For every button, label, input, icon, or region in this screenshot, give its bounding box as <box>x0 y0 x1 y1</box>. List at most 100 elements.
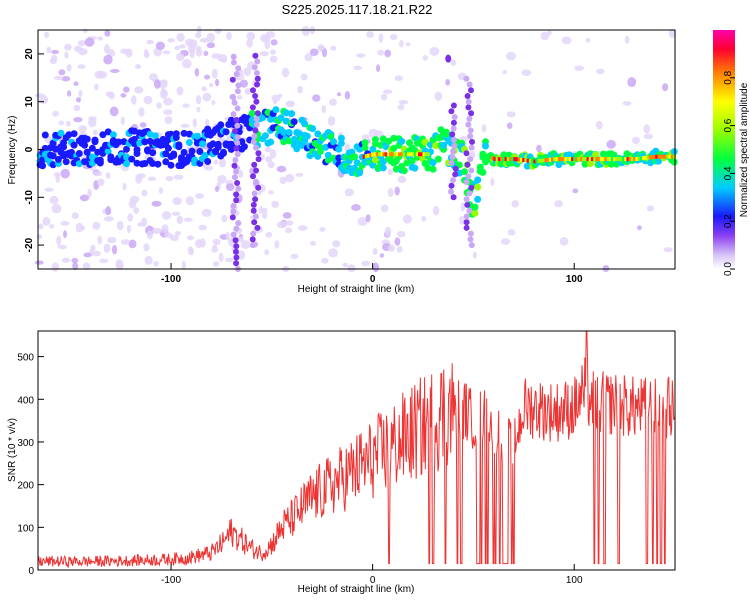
heatmap-noise-cell <box>194 68 200 77</box>
heatmap-core-cell <box>566 157 570 162</box>
heatmap-noise-cell <box>368 128 379 139</box>
heatmap-ridge-cell <box>406 139 413 147</box>
heatmap-y-label: Frequency (Hz) <box>7 116 18 185</box>
heatmap-noise-cell <box>622 101 632 106</box>
heatmap-noise-cell <box>282 212 292 219</box>
heatmap-streak-cell <box>230 53 237 60</box>
heatmap-ridge-cell <box>592 151 600 159</box>
heatmap-ridge-cell <box>49 152 57 160</box>
heatmap-noise-cell <box>186 235 195 241</box>
heatmap-noise-cell <box>328 248 338 258</box>
heatmap-noise-cell <box>213 159 219 165</box>
heatmap-noise-cell <box>135 64 142 70</box>
snr-x-tick-label: -100 <box>161 575 181 586</box>
heatmap-ridge-cell <box>185 139 193 146</box>
heatmap-ridge-cell <box>128 155 136 163</box>
heatmap-noise-cell <box>61 257 71 263</box>
heatmap-noise-cell <box>49 58 57 65</box>
heatmap-noise-cell <box>225 231 230 241</box>
snr-y-tick-label: 200 <box>17 481 34 492</box>
heatmap-streak-cell <box>452 171 459 178</box>
heatmap-ridge-cell <box>330 138 337 145</box>
heatmap-core-cell <box>590 157 594 162</box>
heatmap-core-cell <box>371 152 375 157</box>
heatmap-noise-cell <box>141 189 148 197</box>
heatmap-streak-cell <box>450 125 457 132</box>
heatmap-core-cell <box>595 157 599 162</box>
heatmap-noise-cell <box>64 43 72 51</box>
heatmap-noise-cell <box>163 109 173 115</box>
heatmap-noise-cell <box>290 253 299 259</box>
heatmap-noise-cell <box>56 235 62 246</box>
heatmap-ridge-cell <box>356 169 364 177</box>
heatmap-ridge-cell <box>421 138 429 146</box>
heatmap-ridge-cell <box>369 161 377 169</box>
heatmap-core-cell <box>586 157 590 162</box>
heatmap-ridge-cell <box>209 140 217 148</box>
heatmap-noise-cell <box>146 230 153 240</box>
heatmap-streak-cell <box>234 139 241 146</box>
heatmap-noise-cell <box>137 222 146 227</box>
heatmap-core-cell <box>500 157 503 162</box>
heatmap-streak-cell <box>234 105 241 112</box>
heatmap-core-cell <box>573 157 577 162</box>
heatmap-noise-cell <box>61 76 71 82</box>
snr-x-label: Height of straight line (km) <box>298 584 415 595</box>
heatmap-streak-cell <box>233 260 240 267</box>
heatmap-noise-cell <box>73 117 83 123</box>
heatmap-noise-cell <box>332 240 341 248</box>
heatmap-ridge-cell <box>261 132 269 140</box>
heatmap-noise-cell <box>300 73 308 81</box>
heatmap-streak-cell <box>250 87 256 94</box>
heatmap-ridge-cell <box>167 161 175 169</box>
heatmap-noise-cell <box>144 255 153 265</box>
heatmap-core-cell <box>413 152 417 157</box>
heatmap-noise-cell <box>236 95 243 100</box>
heatmap-noise-cell <box>153 261 159 267</box>
heatmap-noise-cell <box>434 91 443 101</box>
heatmap-core-cell <box>619 157 623 162</box>
heatmap-core-cell <box>367 153 370 158</box>
heatmap-noise-cell <box>276 221 287 229</box>
heatmap-core-cell <box>584 157 588 162</box>
heatmap-streak-cell <box>235 65 242 72</box>
heatmap-streak-cell <box>450 194 457 201</box>
heatmap-noise-cell <box>104 43 110 54</box>
heatmap-core-cell <box>555 157 559 162</box>
heatmap-ridge-cell <box>180 129 188 137</box>
heatmap-streak-cell <box>232 128 238 135</box>
heatmap-core-cell <box>364 154 368 159</box>
heatmap-noise-cell <box>164 116 173 125</box>
heatmap-noise-cell <box>379 253 385 258</box>
heatmap-noise-cell <box>215 78 220 87</box>
heatmap-core-cell <box>655 154 659 159</box>
heatmap-noise-cell <box>73 81 79 86</box>
heatmap-noise-cell <box>129 195 140 204</box>
heatmap-core-cell <box>551 157 554 162</box>
heatmap-streak-cell <box>448 188 454 195</box>
heatmap-core-cell <box>661 154 665 159</box>
heatmap-noise-cell <box>239 79 248 88</box>
heatmap-noise-cell <box>174 231 182 236</box>
heatmap-noise-cell <box>94 70 104 79</box>
heatmap-noise-cell <box>77 40 87 47</box>
heatmap-noise-cell <box>353 65 362 71</box>
heatmap-ridge-cell <box>411 146 419 154</box>
heatmap-ridge-cell <box>240 143 248 151</box>
heatmap-streak-cell <box>234 122 241 129</box>
heatmap-noise-cell <box>34 93 45 98</box>
heatmap-ridge-cell <box>133 159 141 167</box>
heatmap-noise-cell <box>246 38 254 48</box>
heatmap-ridge-cell <box>337 134 345 142</box>
heatmap-streak-cell <box>463 213 470 220</box>
heatmap-noise-cell <box>264 146 272 153</box>
heatmap-streak-cell <box>230 208 237 215</box>
snr-y-tick-label: 300 <box>17 438 34 449</box>
heatmap-noise-cell <box>139 122 147 128</box>
heatmap-noise-cell <box>52 110 59 117</box>
heatmap-noise-cell <box>344 91 351 100</box>
heatmap-y-tick-label: 0 <box>24 146 35 152</box>
heatmap-noise-cell <box>192 118 197 128</box>
snr-y-tick-label: 0 <box>28 566 34 577</box>
